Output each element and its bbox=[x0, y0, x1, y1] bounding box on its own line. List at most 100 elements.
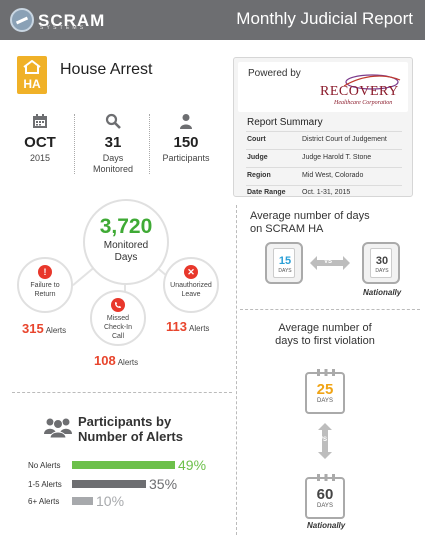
summary-key: Date Range bbox=[247, 189, 286, 196]
logo-text: SCRAM bbox=[38, 10, 106, 30]
phone-icon bbox=[111, 298, 125, 312]
person-icon bbox=[180, 114, 192, 129]
scram-logo-icon bbox=[10, 8, 34, 32]
local-days-value: 15 bbox=[278, 255, 292, 267]
violation-national-value: 60 bbox=[316, 486, 334, 503]
device-screen: 15 DAYS bbox=[273, 248, 295, 278]
vs-arrow-vertical-icon bbox=[318, 423, 332, 459]
summary-value: Judge Harold T. Stone bbox=[302, 154, 372, 161]
bar-no-alerts bbox=[72, 461, 175, 469]
monitored-days-circle: 3,720 Monitored Days bbox=[83, 199, 169, 285]
days-unit: DAYS bbox=[278, 268, 292, 274]
swoosh-icon bbox=[343, 74, 401, 90]
section-divider bbox=[236, 205, 237, 535]
alert-failure-to-return: ! Failure to Return bbox=[17, 257, 73, 313]
alert-count-value: 108 bbox=[94, 353, 116, 368]
divider bbox=[246, 167, 402, 168]
report-title: Monthly Judicial Report bbox=[236, 9, 413, 28]
summary-value: District Court of Judgement bbox=[302, 136, 387, 143]
violation-local-value: 25 bbox=[316, 381, 334, 398]
bar-1-5-alerts bbox=[72, 480, 146, 488]
house-arrest-badge: HA bbox=[17, 56, 47, 94]
alert-label: Check-In bbox=[103, 324, 132, 331]
device-screen: 30 DAYS bbox=[370, 248, 392, 278]
alert-count-unit: Alerts bbox=[117, 358, 139, 367]
alert-count-value: 113 bbox=[166, 319, 187, 334]
alert-count: 315 Alerts bbox=[22, 321, 66, 336]
partner-name: RECOVERY bbox=[320, 84, 399, 99]
bar-label: 1-5 Alerts bbox=[28, 480, 62, 489]
scram-logo: SCRAM SYSTEMS bbox=[10, 7, 105, 33]
bar-label: 6+ Alerts bbox=[28, 497, 60, 506]
stat-value: 150 bbox=[173, 134, 199, 151]
badge-label: HA bbox=[23, 77, 41, 91]
powered-by-label: Powered by bbox=[248, 68, 301, 79]
days-unit: DAYS bbox=[317, 503, 333, 509]
alert-label: Failure to bbox=[30, 282, 60, 289]
violation-title-line: days to first violation bbox=[275, 335, 375, 347]
summary-key: Region bbox=[247, 172, 271, 179]
participants-alerts-title: Participants by Number of Alerts bbox=[78, 414, 183, 444]
program-title: House Arrest bbox=[60, 61, 153, 78]
alert-label: Unauthorized bbox=[170, 282, 212, 289]
divider bbox=[74, 114, 75, 174]
calendar-icon bbox=[33, 114, 47, 128]
nationally-label: Nationally bbox=[363, 288, 402, 297]
vs-label: VS bbox=[324, 259, 333, 265]
stat-label: 2015 bbox=[29, 153, 51, 163]
alert-unauthorized-leave: ✕ Unauthorized Leave bbox=[163, 257, 219, 313]
alert-count-unit: Alerts bbox=[45, 326, 67, 335]
vs-label: VS bbox=[319, 437, 328, 443]
partner-banner: Powered by RECOVERY Healthcare Corporati… bbox=[238, 62, 408, 112]
magnifier-icon bbox=[105, 113, 121, 129]
device-local: 15 DAYS bbox=[265, 242, 303, 284]
bar-percent: 10% bbox=[96, 493, 125, 509]
bar-label: No Alerts bbox=[28, 461, 61, 470]
calendar-rings-icon bbox=[317, 369, 335, 376]
connector-line bbox=[72, 266, 95, 286]
calendar-local: 25 DAYS bbox=[305, 369, 345, 414]
bar-percent: 35% bbox=[149, 476, 178, 492]
days-unit: DAYS bbox=[375, 268, 389, 274]
stat-label: Days bbox=[102, 153, 124, 163]
violation-title-line: Average number of bbox=[278, 322, 372, 334]
calendar-national: 60 DAYS bbox=[305, 474, 345, 519]
device-national: 30 DAYS bbox=[362, 242, 400, 284]
divider bbox=[246, 149, 402, 150]
alert-count-unit: Alerts bbox=[188, 324, 210, 333]
divider bbox=[246, 131, 402, 132]
monitored-days-label: Monitored bbox=[103, 240, 149, 251]
alert-label: Return bbox=[34, 291, 56, 298]
partner-subtitle: Healthcare Corporation bbox=[334, 100, 393, 106]
exclamation-icon: ! bbox=[38, 265, 52, 279]
alert-count: 113 Alerts bbox=[166, 319, 209, 334]
stat-label: Participants bbox=[162, 153, 210, 163]
recovery-logo: RECOVERY Healthcare Corporation bbox=[320, 72, 406, 108]
stat-value: 31 bbox=[104, 134, 122, 151]
section-divider bbox=[240, 309, 420, 310]
nationally-label: Nationally bbox=[307, 521, 346, 530]
people-icon bbox=[44, 418, 72, 438]
monitored-days-value: 3,720 bbox=[99, 215, 153, 238]
national-days-value: 30 bbox=[375, 255, 389, 267]
alert-label: Missed bbox=[106, 315, 130, 322]
summary-value: Mid West, Colorado bbox=[302, 172, 364, 179]
alert-label: Leave bbox=[181, 291, 201, 298]
section-divider bbox=[12, 392, 232, 393]
alert-label: Call bbox=[111, 333, 125, 340]
stat-days-monitored: 31 Days Monitored bbox=[78, 113, 148, 175]
divider bbox=[246, 185, 402, 186]
house-icon bbox=[23, 60, 41, 74]
stat-value: OCT bbox=[24, 134, 56, 151]
days-unit: DAYS bbox=[317, 398, 333, 404]
vs-arrow-icon bbox=[310, 256, 350, 270]
header-bar: SCRAM SYSTEMS Monthly Judicial Report bbox=[0, 0, 425, 40]
summary-key: Judge bbox=[247, 154, 268, 161]
monitored-days-label: Days bbox=[114, 252, 138, 263]
stat-label: Monitored bbox=[92, 164, 134, 174]
logo-subtext: SYSTEMS bbox=[40, 25, 87, 31]
divider bbox=[149, 114, 150, 174]
bar-percent: 49% bbox=[178, 457, 207, 473]
alert-count: 108 Alerts bbox=[94, 353, 138, 368]
title-line: Number of Alerts bbox=[78, 429, 183, 444]
